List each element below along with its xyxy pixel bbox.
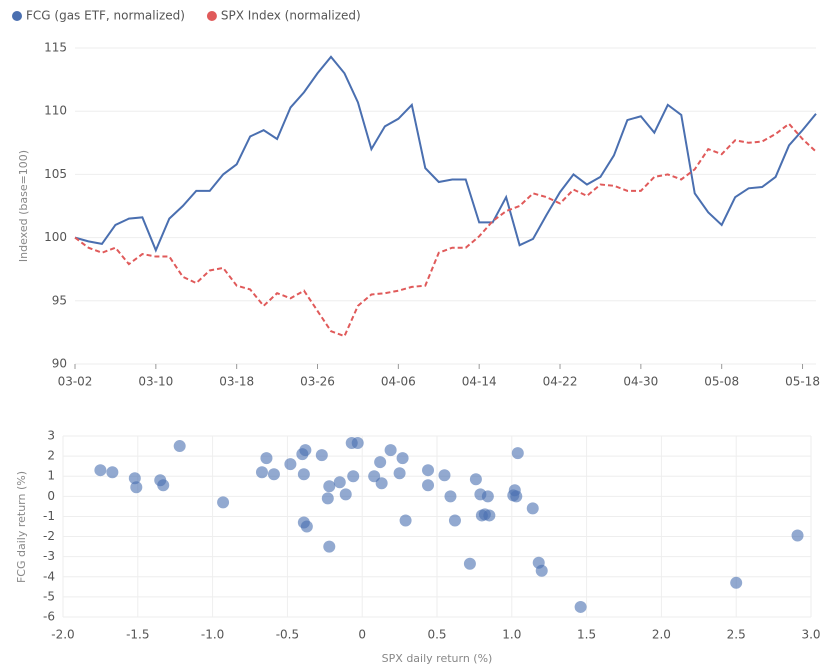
point	[463, 557, 476, 570]
point	[284, 458, 297, 471]
x-tick-label: -0.5	[276, 628, 299, 642]
y-tick-label: -1	[43, 509, 55, 523]
point	[535, 564, 548, 577]
legend-marker	[206, 11, 217, 21]
point	[368, 470, 381, 483]
y-tick-label: -5	[43, 589, 55, 603]
y-tick-label: -3	[43, 549, 55, 563]
x-tick-label: 03-26	[300, 375, 335, 389]
point	[339, 488, 352, 501]
point	[267, 468, 280, 481]
point	[323, 540, 336, 553]
legend-marker	[12, 11, 22, 21]
point	[315, 449, 328, 462]
point	[396, 452, 409, 465]
y-tick-label: -6	[43, 610, 55, 624]
point	[347, 470, 360, 483]
y-tick-label: 105	[44, 167, 67, 181]
y-tick-label: -2	[43, 529, 55, 543]
x-tick-label: 04-22	[543, 375, 578, 389]
y-tick-label: 90	[52, 357, 67, 371]
legend-label: FCG (gas ETF, normalized)	[26, 9, 185, 23]
point	[438, 469, 451, 482]
x-tick-label: 03-10	[138, 375, 173, 389]
point	[481, 490, 494, 503]
point	[217, 496, 230, 509]
point	[526, 502, 539, 515]
point	[469, 473, 482, 486]
x-tick-label: 1.5	[577, 628, 596, 642]
point	[128, 472, 141, 485]
x-tick-label: 2.0	[652, 628, 671, 642]
point	[384, 444, 397, 457]
y-tick-label: 2	[47, 449, 55, 463]
x-tick-label: 04-30	[623, 375, 658, 389]
point	[510, 490, 523, 503]
point	[323, 480, 336, 493]
point	[399, 514, 412, 527]
point	[791, 529, 804, 542]
y-tick-label: 110	[44, 104, 67, 118]
x-tick-label: 05-08	[704, 375, 739, 389]
point	[422, 464, 435, 477]
point	[106, 466, 119, 479]
point	[333, 476, 346, 489]
y-tick-label: 115	[44, 41, 67, 55]
point	[730, 576, 743, 589]
x-tick-label: -2.0	[51, 628, 74, 642]
point	[94, 464, 107, 477]
point	[422, 479, 435, 492]
y-tick-label: 3	[47, 429, 55, 443]
point	[393, 467, 406, 480]
y-tick-label: 0	[47, 489, 55, 503]
point	[483, 509, 496, 522]
y-tick-label: 95	[52, 293, 67, 307]
x-tick-label: 04-06	[381, 375, 416, 389]
x-tick-label: 04-14	[462, 375, 497, 389]
point	[351, 437, 364, 450]
legend-label: SPX Index (normalized)	[221, 9, 361, 23]
point	[448, 514, 461, 527]
point	[299, 444, 312, 457]
y-tick-label: 100	[44, 230, 67, 244]
x-tick-label: -1.0	[201, 628, 224, 642]
point	[297, 468, 310, 481]
y-tick-label: 1	[47, 469, 55, 483]
point	[130, 481, 143, 494]
x-tick-label: 0	[358, 628, 366, 642]
y-axis-label: FCG daily return (%)	[15, 471, 28, 583]
point	[173, 440, 186, 453]
x-tick-label: 0.5	[427, 628, 446, 642]
y-tick-label: -4	[43, 569, 55, 583]
point	[255, 466, 268, 479]
x-tick-label: 2.5	[727, 628, 746, 642]
point	[321, 492, 334, 505]
point	[374, 456, 387, 469]
point	[511, 447, 524, 460]
x-tick-label: 1.0	[502, 628, 521, 642]
point	[375, 477, 388, 490]
point	[574, 600, 587, 613]
x-axis-label: SPX daily return (%)	[382, 652, 493, 665]
line	[74, 55, 817, 253]
point	[260, 452, 273, 465]
point	[444, 490, 457, 503]
x-tick-label: 03-18	[219, 375, 254, 389]
x-tick-label: -1.5	[126, 628, 149, 642]
point	[300, 520, 313, 533]
point	[157, 479, 170, 492]
line	[74, 122, 817, 338]
x-tick-label: 3.0	[801, 628, 820, 642]
x-tick-label: 03-02	[58, 375, 93, 389]
y-axis-label: Indexed (base=100)	[17, 150, 30, 262]
x-tick-label: 05-18	[785, 375, 820, 389]
